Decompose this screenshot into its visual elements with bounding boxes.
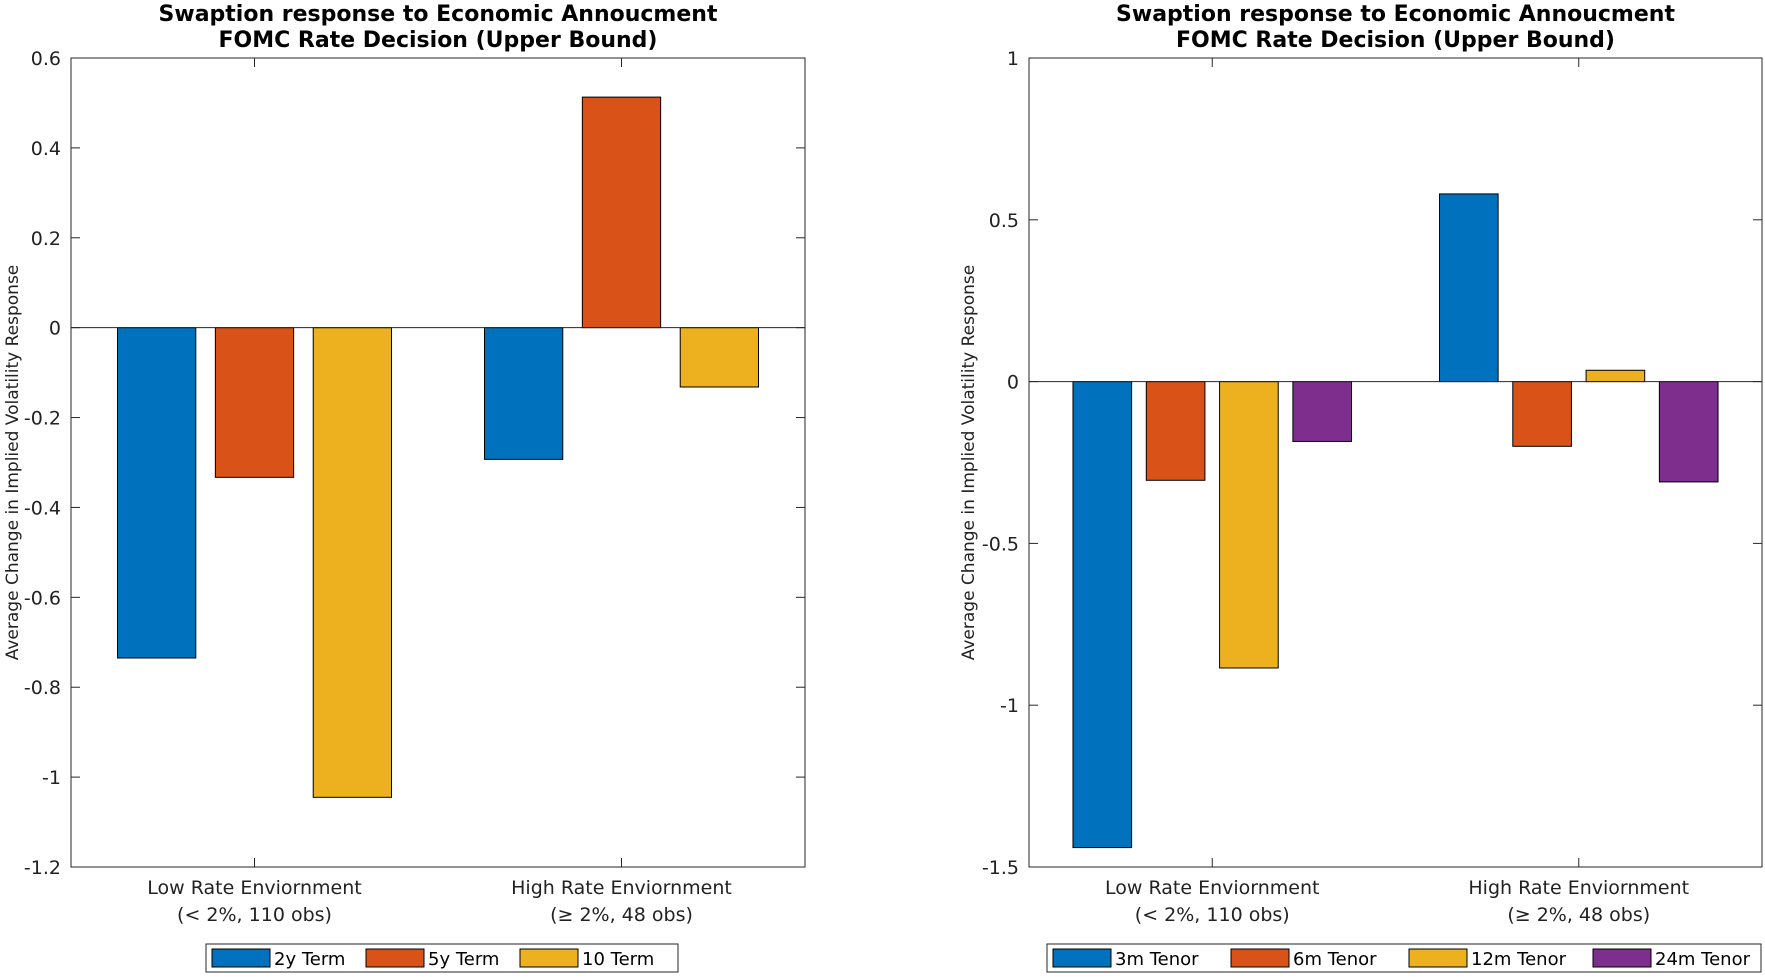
- y-tick-label: -1.5: [982, 857, 1019, 879]
- chart-title: Swaption response to Economic Annoucment: [159, 2, 718, 27]
- y-tick-label: 0.5: [989, 210, 1019, 232]
- x-category-label: Low Rate Enviornment: [1105, 877, 1319, 899]
- bar-10-term: [312, 327, 393, 798]
- y-tick-label: 0: [49, 318, 61, 340]
- x-category-sublabel: (≥ 2%, 48 obs): [550, 904, 693, 926]
- bar-5y-term: [214, 327, 295, 478]
- x-category-label: High Rate Enviornment: [511, 877, 732, 899]
- y-tick-label: -1: [1000, 695, 1019, 717]
- y-axis-label: Average Change in Implied Volatility Res…: [959, 265, 979, 661]
- y-tick-label: 1: [1007, 48, 1019, 70]
- bar-5y-term: [581, 96, 662, 329]
- legend-label: 12m Tenor: [1471, 949, 1567, 970]
- bar-10-term: [679, 327, 760, 388]
- legend-swatch: [365, 948, 425, 968]
- bar-6m-tenor: [1512, 381, 1572, 447]
- bar-24m-tenor: [1658, 381, 1719, 483]
- legend-swatch: [1592, 948, 1652, 968]
- y-tick-label: 0.2: [31, 228, 61, 250]
- y-tick-label: -0.8: [24, 677, 61, 699]
- legend-label: 2y Term: [274, 949, 345, 970]
- legend-swatch: [1230, 948, 1290, 968]
- chart-panel-1: Swaption response to Economic Annoucment…: [3, 2, 806, 973]
- legend-label: 24m Tenor: [1655, 949, 1751, 970]
- chart-panel-2: Swaption response to Economic Annoucment…: [959, 2, 1763, 973]
- chart-subtitle: FOMC Rate Decision (Upper Bound): [218, 28, 657, 53]
- bar-12m-tenor: [1585, 369, 1646, 383]
- chart-title: Swaption response to Economic Annoucment: [1116, 2, 1675, 27]
- legend-swatch: [211, 948, 271, 968]
- y-tick-label: -1.2: [24, 857, 61, 879]
- legend-label: 3m Tenor: [1115, 949, 1199, 970]
- y-tick-label: 0: [1007, 372, 1019, 394]
- legend-label: 10 Term: [582, 949, 654, 970]
- legend-box: [205, 943, 679, 973]
- y-tick-label: -1: [42, 767, 61, 789]
- chart-subtitle: FOMC Rate Decision (Upper Bound): [1176, 28, 1615, 53]
- bar-3m-tenor: [1072, 381, 1133, 849]
- plot-area: [1028, 57, 1763, 868]
- x-category-sublabel: (< 2%, 110 obs): [1135, 904, 1290, 926]
- y-tick-label: 0.6: [31, 48, 61, 70]
- x-category-label: High Rate Enviornment: [1468, 877, 1689, 899]
- bar-2y-term: [483, 327, 564, 460]
- legend: 3m Tenor 6m Tenor 12m Tenor 24m Tenor: [1046, 943, 1762, 973]
- legend-label: 6m Tenor: [1293, 949, 1377, 970]
- bar-6m-tenor: [1145, 381, 1206, 481]
- legend-label: 5y Term: [428, 949, 499, 970]
- bar-24m-tenor: [1292, 381, 1353, 442]
- y-tick-label: -0.6: [24, 587, 61, 609]
- x-category-label: Low Rate Enviornment: [147, 877, 361, 899]
- x-category-sublabel: (≥ 2%, 48 obs): [1507, 904, 1650, 926]
- y-tick-label: -0.4: [24, 497, 61, 519]
- x-category-sublabel: (< 2%, 110 obs): [177, 904, 332, 926]
- y-tick-label: -0.5: [982, 533, 1019, 555]
- legend-swatch: [1408, 948, 1468, 968]
- legend-swatch: [1052, 948, 1112, 968]
- bar-12m-tenor: [1219, 381, 1279, 669]
- legend-swatch: [519, 948, 579, 968]
- legend: 2y Term 5y Term 10 Term: [205, 943, 679, 973]
- bar-3m-tenor: [1438, 193, 1499, 383]
- bar-2y-term: [116, 327, 197, 659]
- y-axis-label: Average Change in Implied Volatility Res…: [3, 265, 23, 661]
- y-tick-label: 0.4: [31, 138, 61, 160]
- y-tick-label: -0.2: [24, 408, 61, 430]
